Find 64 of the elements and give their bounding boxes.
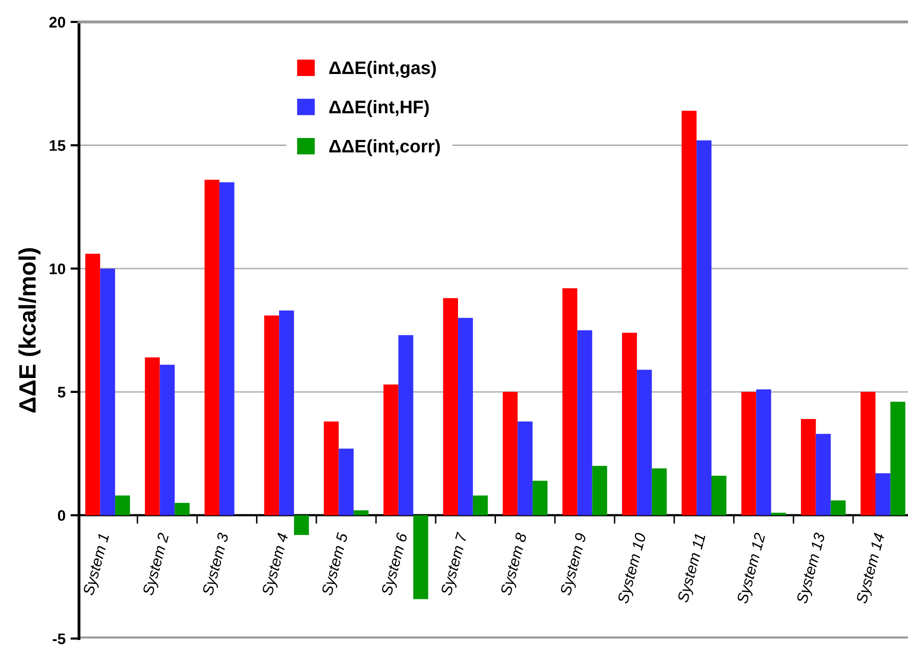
- bar: [636, 370, 652, 516]
- bar: [711, 476, 726, 516]
- bar: [800, 419, 816, 516]
- bar: [144, 357, 160, 516]
- x-tick-label: System 11: [677, 533, 708, 604]
- bar: [472, 495, 488, 516]
- x-tick-label: System 6: [380, 532, 411, 597]
- bar: [219, 182, 234, 516]
- bar: [115, 495, 130, 516]
- y-tick-label: 5: [58, 386, 66, 398]
- bar: [294, 515, 309, 535]
- bar: [324, 422, 339, 516]
- bar: [696, 140, 712, 516]
- y-tick-label: -5: [52, 634, 66, 644]
- bar: [354, 510, 369, 516]
- x-tick-label: System 5: [321, 532, 351, 597]
- bar: [875, 473, 890, 516]
- bar: [860, 392, 876, 516]
- bar: [890, 402, 906, 516]
- bar: [562, 288, 578, 516]
- bar: [682, 110, 697, 516]
- bar: [279, 310, 294, 516]
- x-tick-label: System 14: [856, 532, 888, 605]
- x-tick-label: System 8: [500, 532, 530, 597]
- bar: [160, 364, 175, 516]
- bar: [622, 332, 637, 516]
- legend-label: ΔΔE(int,gas): [329, 60, 436, 78]
- x-tick-label: System 10: [617, 532, 650, 605]
- bar: [174, 502, 190, 516]
- x-tick-label: System 2: [142, 532, 172, 597]
- bar: [592, 466, 608, 516]
- y-tick-label: 10: [50, 263, 66, 274]
- bar: [518, 422, 533, 516]
- bar: [100, 268, 116, 516]
- bar: [502, 392, 518, 516]
- x-tick-label: System 7: [440, 532, 470, 597]
- bar: [577, 330, 592, 516]
- bar: [204, 180, 220, 516]
- bar: [458, 318, 473, 516]
- y-tick-label: 15: [50, 140, 66, 151]
- x-tick-label: System 9: [560, 532, 590, 597]
- bar: [383, 384, 398, 516]
- bar: [652, 468, 667, 516]
- bar: [338, 448, 354, 516]
- bar: [443, 298, 458, 516]
- x-tick-label: System 12: [736, 532, 768, 605]
- x-tick-label: System 13: [796, 532, 828, 605]
- x-tick-label: System 1: [82, 533, 112, 597]
- x-tick-label: System 3: [202, 532, 232, 597]
- bar: [830, 500, 846, 516]
- legend-label: ΔΔE(int,HF): [329, 100, 429, 117]
- y-tick-label: 0: [58, 510, 66, 521]
- legend-label: ΔΔE(int,corr): [329, 139, 440, 156]
- x-tick-label: System 4: [262, 532, 292, 597]
- bar: [816, 434, 831, 516]
- bar: [741, 392, 756, 516]
- bar: [85, 254, 100, 516]
- bar: [398, 335, 414, 516]
- y-tick-label: 20: [49, 16, 66, 28]
- y-axis-title: ΔΔE (kcal/mol): [18, 248, 40, 413]
- bar: [756, 389, 772, 516]
- bar: [264, 315, 280, 516]
- bar: [532, 480, 548, 516]
- bar: [413, 515, 428, 600]
